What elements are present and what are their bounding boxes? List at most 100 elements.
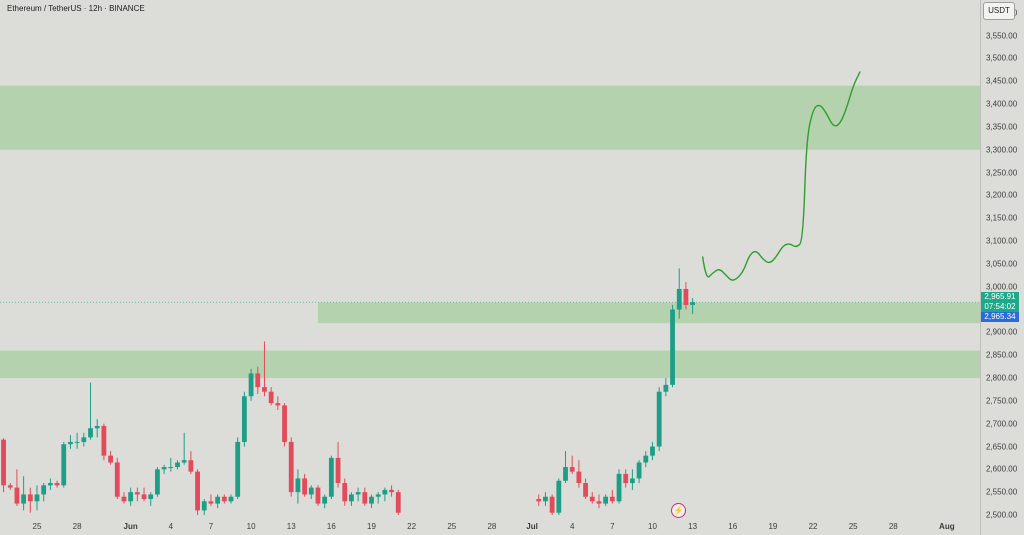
candle-body: [670, 309, 675, 385]
candle-body: [81, 437, 87, 442]
candle-body: [108, 455, 113, 463]
candle-body: [101, 425, 107, 456]
candle-body: [148, 494, 154, 500]
candle-body: [121, 496, 127, 502]
candle-body: [616, 473, 622, 502]
candle-body: [589, 496, 595, 502]
candle-body: [262, 387, 267, 392]
time-tick-label: 28: [888, 522, 898, 531]
time-tick-label: 16: [728, 522, 738, 531]
candle-body: [208, 501, 214, 504]
candle-body: [275, 403, 281, 406]
candle-body: [656, 391, 662, 447]
price-tick-label: 2,500.00: [986, 510, 1018, 520]
candle-body: [375, 494, 381, 497]
price-scale[interactable]: 2,500.00 2,550.00 2,600.00 2,650.00 2,700.00…: [980, 0, 1024, 535]
candle-body: [94, 425, 100, 429]
candle-body: [228, 496, 234, 502]
price-chart[interactable]: [0, 0, 980, 535]
candle-body: [322, 496, 328, 504]
time-tick-label: 28: [72, 522, 82, 531]
candle-body: [7, 485, 13, 488]
price-tick-label: 3,550.00: [986, 31, 1018, 40]
time-tick-label: 13: [688, 522, 698, 531]
price-tick-label: 3,450.00: [986, 76, 1018, 86]
time-tick-label: 4: [569, 522, 575, 531]
time-tick-label: 25: [848, 522, 858, 531]
candle-body: [114, 462, 120, 497]
time-tick-label: 4: [168, 522, 174, 531]
candle-body: [663, 384, 669, 392]
candle-body: [47, 483, 53, 486]
candle-body: [21, 494, 27, 504]
time-tick-label: 28: [487, 522, 497, 531]
price-tick-label: 3,050.00: [986, 259, 1018, 269]
candle-body: [556, 480, 562, 513]
time-tick-label: 19: [768, 522, 778, 531]
candle-body: [41, 485, 47, 495]
time-tick-label: 13: [286, 522, 296, 531]
candle-body: [369, 496, 374, 504]
candle-body: [282, 405, 287, 442]
chart-area[interactable]: [0, 0, 980, 535]
candle-body: [536, 499, 542, 502]
time-tick-label: 10: [246, 522, 256, 531]
candle-body: [221, 496, 227, 502]
last-price-tag: 2,965.91: [981, 292, 1019, 303]
projection-drawing: [701, 71, 861, 281]
candle-body: [168, 467, 174, 469]
candle-body: [563, 467, 568, 481]
price-tick-label: 2,900.00: [986, 327, 1018, 337]
candle-body: [255, 373, 261, 388]
price-tick-label: 2,650.00: [986, 442, 1018, 451]
candle-body: [362, 492, 368, 504]
candle-body: [315, 487, 321, 504]
candle-body: [355, 492, 361, 495]
countdown-tag: 07:54:02: [981, 302, 1019, 313]
candle-body: [141, 494, 147, 500]
price-tick-label: 3,100.00: [986, 236, 1018, 246]
candle-body: [1, 439, 6, 486]
candle-body: [349, 494, 354, 502]
candle-body: [88, 428, 93, 438]
candle-body: [195, 471, 200, 511]
symbol-title[interactable]: Ethereum / TetherUS · 12h · BINANCE: [7, 4, 145, 13]
candle-body: [295, 478, 301, 493]
time-tick-label: 10: [648, 522, 657, 531]
candle-body: [389, 489, 394, 493]
candle-body: [61, 444, 67, 486]
candle-body: [68, 441, 73, 445]
candle-body: [596, 501, 602, 504]
candle-body: [630, 478, 635, 484]
supply-demand-zone: [317, 302, 980, 324]
candle-body: [335, 457, 341, 484]
price-tick-label: 3,000.00: [986, 282, 1018, 292]
candle-body: [623, 473, 629, 484]
price-tick-label: 2,550.00: [986, 487, 1018, 497]
time-tick-label: 25: [32, 522, 42, 531]
candle-body: [188, 460, 194, 472]
currency-button[interactable]: USDT: [983, 2, 1015, 20]
candle-body: [54, 483, 60, 486]
time-tick-label: 25: [447, 522, 457, 531]
candle-body: [34, 494, 40, 502]
time-tick-label: Jun: [123, 522, 138, 531]
price-tick-label: 3,300.00: [986, 145, 1018, 155]
candle-body: [342, 483, 348, 502]
price-tick-label: 3,350.00: [986, 122, 1018, 132]
candle-body: [27, 494, 33, 502]
price-tick-label: 2,800.00: [986, 373, 1018, 383]
candle-body: [128, 492, 134, 502]
candle-body: [382, 489, 388, 495]
time-tick-label: 19: [367, 522, 376, 531]
price-tick-label: 3,150.00: [986, 213, 1018, 223]
candle-body: [603, 496, 609, 504]
candle-body: [650, 446, 655, 456]
lightning-icon[interactable]: ⚡: [671, 503, 686, 518]
candle-body: [549, 496, 555, 513]
candle-body: [690, 302, 696, 305]
time-tick-label: 16: [326, 522, 336, 531]
price-tick-label: 2,850.00: [986, 350, 1018, 360]
candle-body: [643, 455, 649, 463]
price-tick-label: 3,400.00: [986, 99, 1018, 109]
